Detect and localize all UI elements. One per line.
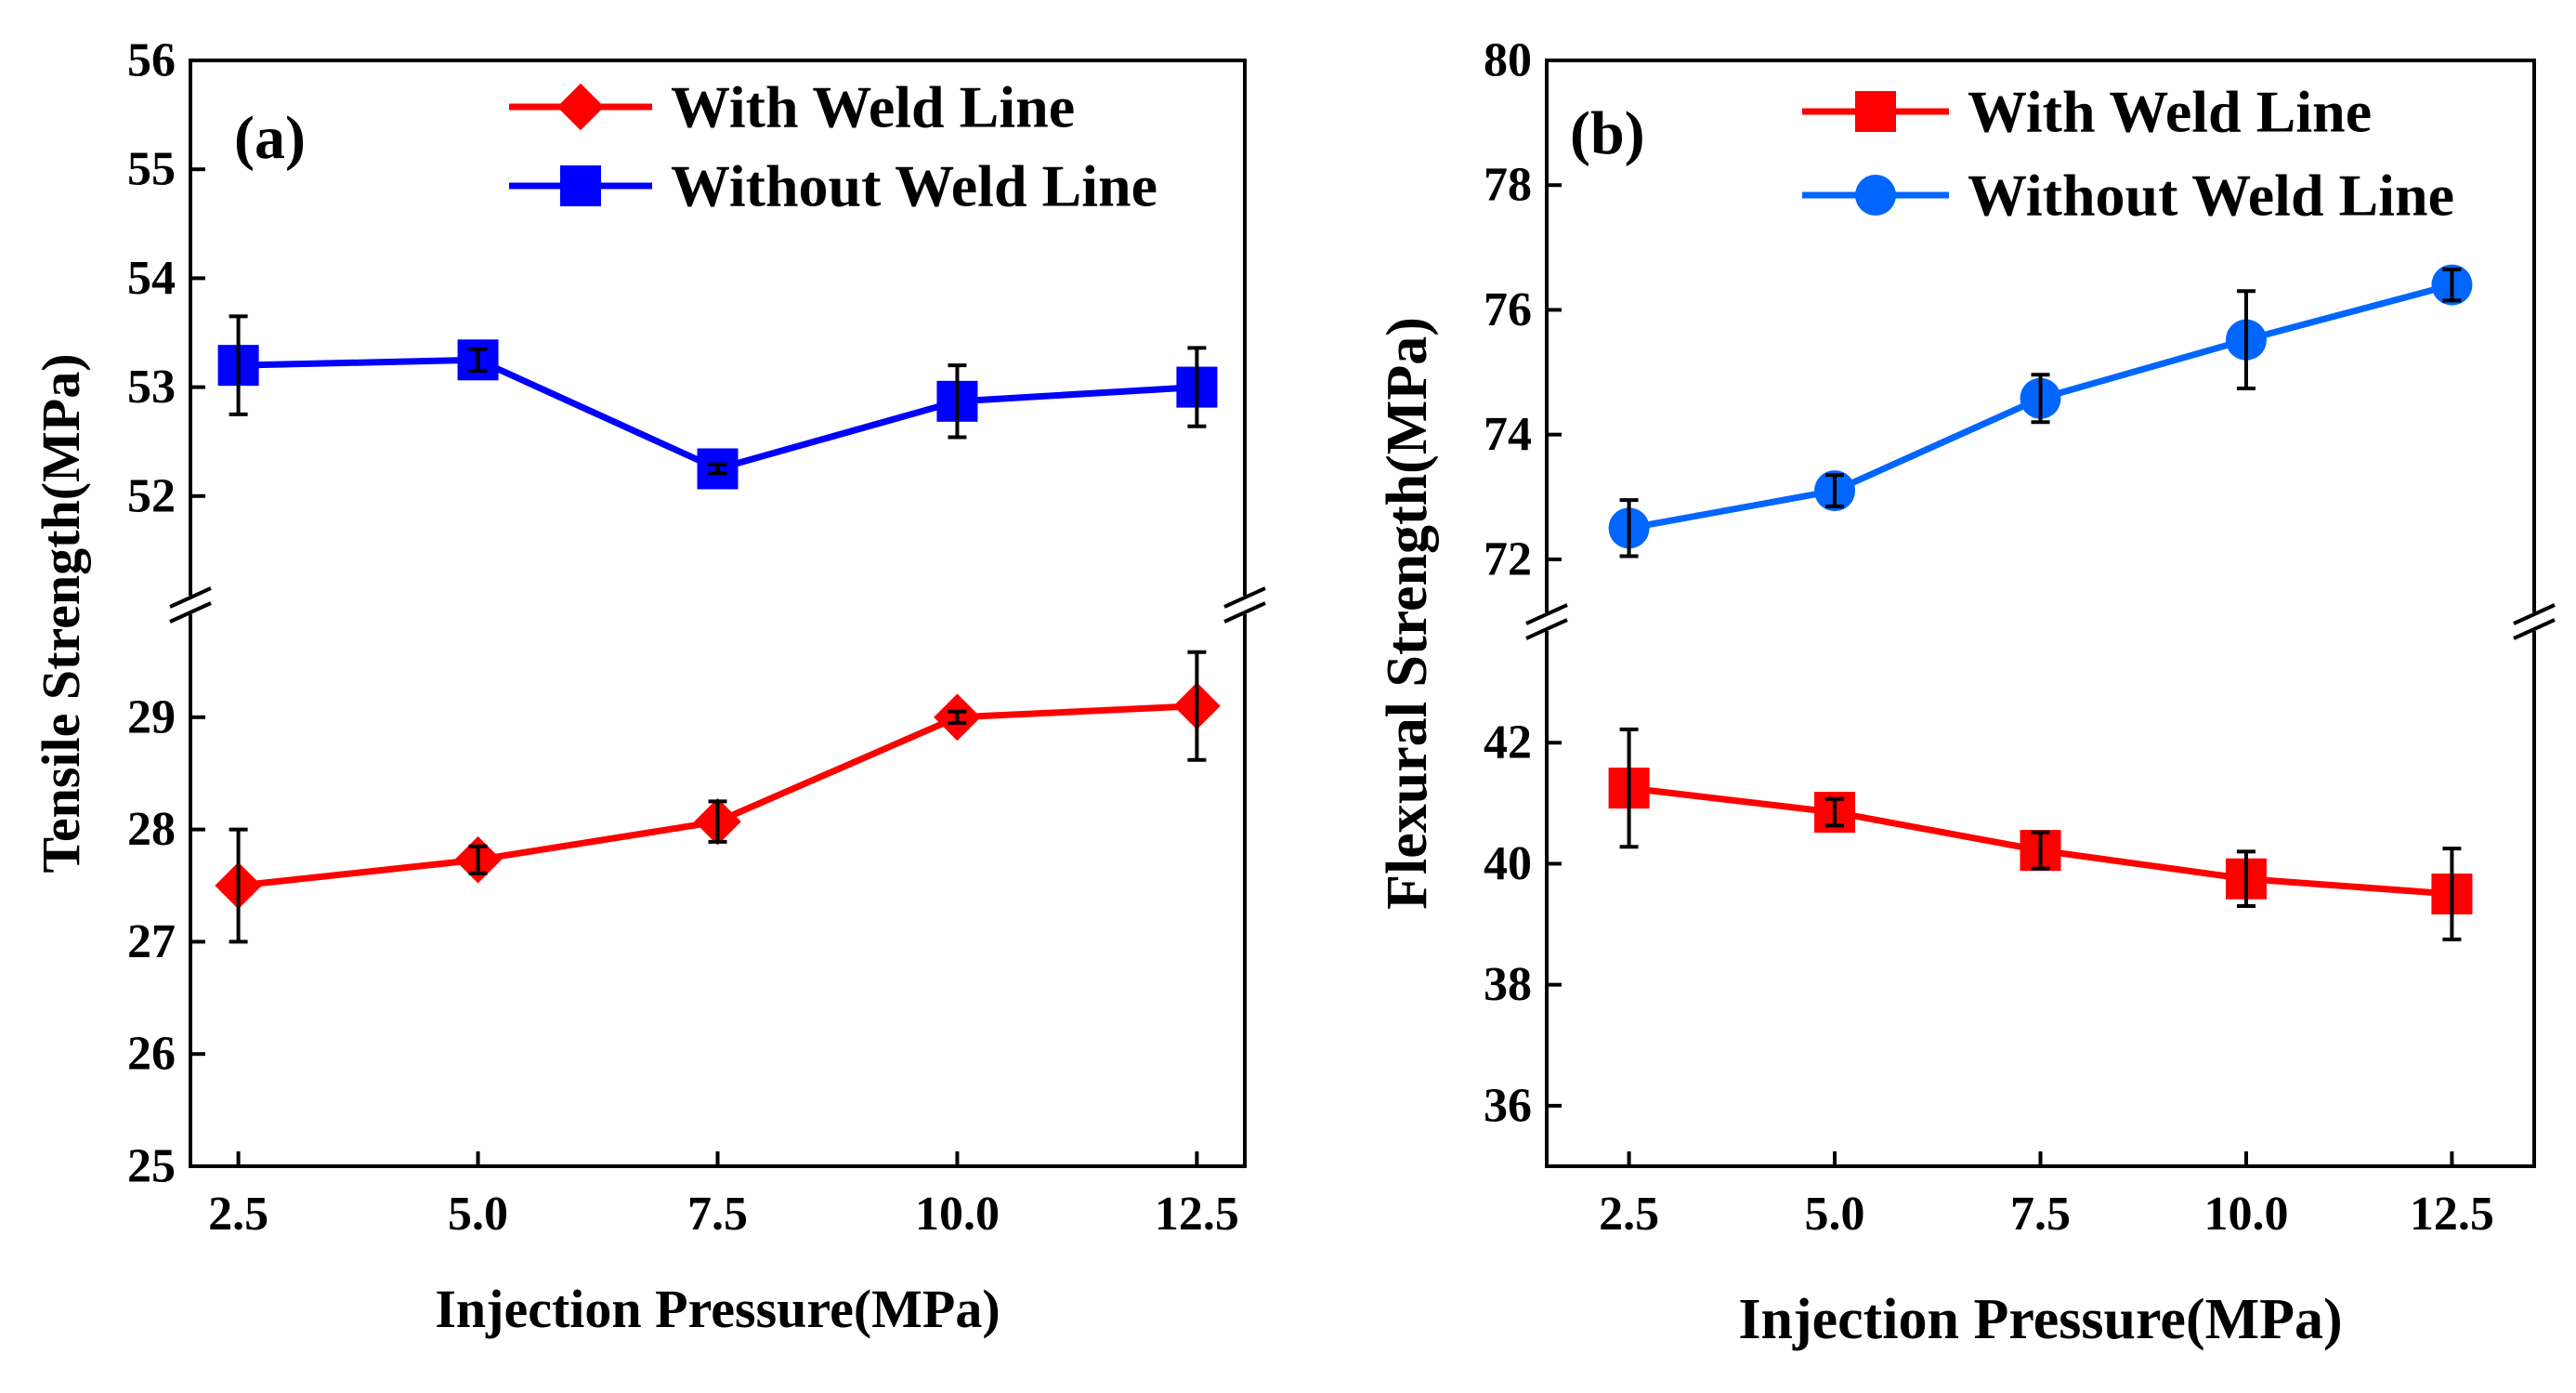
panel-a-axis-break-gap-right [1221,596,1269,614]
panel-a-x-tick-label: 2.5 [208,1188,268,1241]
panel-a-y-tick-label: 27 [127,915,176,968]
panel-a-panel-label: (a) [234,104,306,172]
panel-b-axis-break-gap-right [2510,612,2558,631]
panel-b-y-tick-label: 76 [1484,283,1532,336]
panel-a-x-tick-label: 12.5 [1155,1188,1239,1241]
panel-b-chart: 72 74 76 78 80 36 38 40 42 2.5 5.0 7.5 10.0 12.5 Injec… [1376,34,2558,1351]
panel-a-y-tick-label: 29 [127,690,176,743]
panel-a-chart: 52 53 54 55 56 25 26 27 28 29 2.5 5.0 7.5 10.0 12.5 Inj… [31,34,1269,1339]
panel-b-y-tick-label: 72 [1484,532,1532,585]
panel-a-y-tick-label: 26 [127,1028,176,1081]
panel-b-x-tick-label: 5.0 [1805,1188,1865,1241]
panel-a-axis-break-mark [1223,586,1266,609]
panel-a-y-tick-label: 28 [127,803,176,856]
panel-b-axis-break-gap-left [1523,612,1571,631]
panel-a-plot-frame [189,59,1247,1168]
panel-a-legend-with-weld-line-label: With Weld Line [671,74,1075,140]
panel-a-legend-with-weld-line-marker [556,83,605,131]
panel-b-y-tick-label: 40 [1484,837,1532,890]
panel-b-axis-break-mark [1525,603,1568,625]
panel-b-y-tick-label: 74 [1484,408,1532,461]
panel-b-y-tick-label: 78 [1484,159,1532,212]
panel-a-y-tick-label: 55 [127,143,176,196]
panel-a-y-tick-label: 54 [127,252,176,305]
panel-b-legend-without-weld-line-marker [1855,175,1896,216]
panel-a-axis-break-gap-left [166,596,215,614]
panel-a-y-tick-label: 25 [127,1140,176,1193]
panel-b-y-tick-label: 42 [1484,716,1532,769]
panel-b-x-axis-title: Injection Pressure(MPa) [1738,1288,2342,1351]
panel-b-y-axis-title: Flexural Strength(MPa) [1376,317,1439,910]
panel-a-x-tick-label: 7.5 [687,1188,748,1241]
panel-a-y-tick-label: 53 [127,361,176,414]
panel-b-legend-with-weld-line-label: With Weld Line [1968,79,2372,145]
panel-b-legend-with-weld-line-marker [1855,91,1896,132]
panel-a-axis-break-mark [169,601,212,624]
panel-a-series-with-weld-line-line [238,703,1197,889]
panel-b-y-tick-label: 80 [1484,34,1532,87]
panel-a-x-tick-label: 5.0 [448,1188,508,1241]
panel-a-axis-break-mark [1223,601,1266,624]
panel-a-legend-without-weld-line-marker [560,165,601,206]
panel-b-axis-break-mark [2513,618,2556,640]
panel-b-x-tick-label: 7.5 [2010,1188,2071,1241]
panel-a-y-axis-title: Tensile Strength(MPa) [31,353,91,873]
panel-b-axis-break-mark [1525,618,1568,640]
panel-b-y-tick-label: 36 [1484,1079,1532,1132]
panel-b-x-tick-label: 10.0 [2203,1188,2288,1241]
panel-b-x-tick-label: 12.5 [2410,1188,2494,1241]
panel-a-legend-without-weld-line-label: Without Weld Line [671,153,1157,219]
panel-b-y-tick-label: 38 [1484,958,1532,1011]
panel-a-axis-break-mark [169,586,212,609]
panel-a-x-tick-label: 10.0 [915,1188,1000,1241]
panel-a-y-tick-label: 52 [127,469,176,522]
panel-b-x-tick-label: 2.5 [1599,1188,1659,1241]
panel-a-y-tick-label: 56 [127,34,176,87]
panel-b-axis-break-mark [2513,603,2556,625]
panel-a-x-axis-title: Injection Pressure(MPa) [435,1279,1000,1339]
panel-b-legend-without-weld-line-label: Without Weld Line [1968,163,2454,229]
panel-b-panel-label: (b) [1570,99,1645,167]
